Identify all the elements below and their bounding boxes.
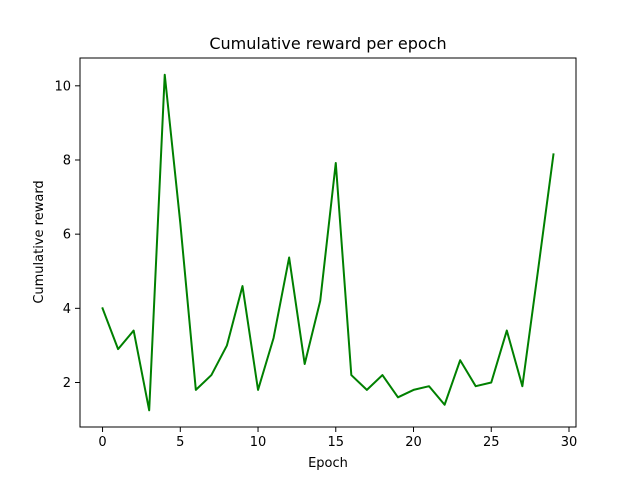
plot-area bbox=[79, 57, 577, 428]
x-tick-label: 0 bbox=[98, 435, 106, 450]
x-tick-label: 20 bbox=[405, 435, 422, 450]
x-tick-label: 10 bbox=[250, 435, 267, 450]
x-tick-label: 30 bbox=[561, 435, 578, 450]
x-tick-label: 25 bbox=[483, 435, 500, 450]
y-tick-label: 2 bbox=[63, 376, 71, 391]
chart-title: Cumulative reward per epoch bbox=[209, 34, 446, 53]
y-axis-label: Cumulative reward bbox=[32, 180, 47, 303]
x-tick-label: 15 bbox=[328, 435, 345, 450]
axes-frame bbox=[79, 57, 577, 428]
y-tick-label: 10 bbox=[54, 79, 71, 94]
y-tick-label: 6 bbox=[63, 228, 71, 243]
y-tick-label: 4 bbox=[63, 302, 71, 317]
y-axis: 2 4 6 8 10 bbox=[54, 79, 80, 391]
x-axis: 0 5 10 15 20 25 30 bbox=[98, 427, 577, 450]
x-tick-label: 5 bbox=[176, 435, 184, 450]
x-axis-label: Epoch bbox=[308, 456, 348, 471]
series-line bbox=[101, 73, 555, 412]
y-tick-label: 8 bbox=[63, 153, 71, 168]
